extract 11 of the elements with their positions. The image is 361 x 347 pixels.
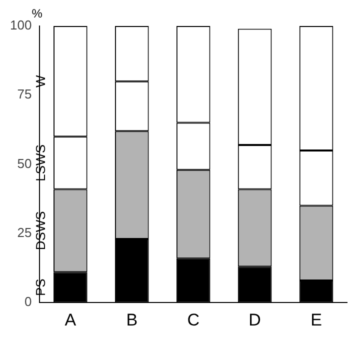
y-tick-label: 50 [17, 156, 32, 171]
y-axis-title: % [32, 6, 43, 20]
x-tick-label: D [248, 310, 261, 330]
x-tick-label: A [64, 310, 77, 330]
y-tick-label: 0 [24, 294, 32, 310]
x-tick-label: E [310, 310, 322, 330]
y-tick-label: 100 [10, 18, 32, 33]
x-tick-label: C [187, 310, 200, 330]
y-tick-label: 75 [17, 86, 32, 102]
x-tick-label: B [126, 310, 138, 330]
y-tick-label: 25 [17, 225, 32, 240]
